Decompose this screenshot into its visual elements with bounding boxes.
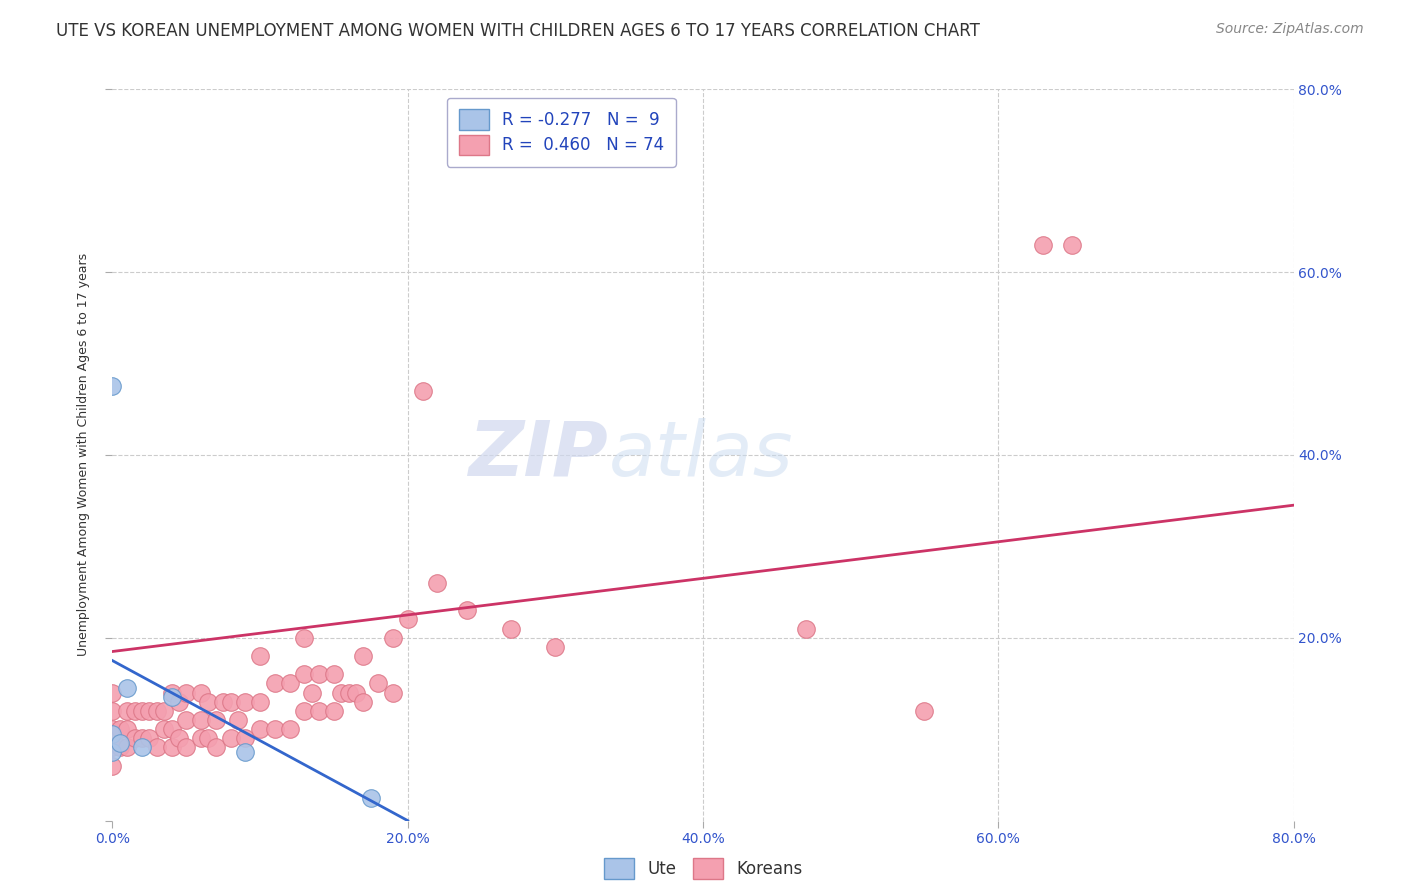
Text: Source: ZipAtlas.com: Source: ZipAtlas.com bbox=[1216, 22, 1364, 37]
Legend: Ute, Koreans: Ute, Koreans bbox=[598, 852, 808, 886]
Point bbox=[174, 685, 197, 699]
Point bbox=[544, 640, 567, 654]
Point bbox=[160, 740, 183, 755]
Point bbox=[292, 704, 315, 718]
Point bbox=[101, 740, 124, 755]
Point bbox=[352, 695, 374, 709]
Point bbox=[501, 622, 523, 636]
Point bbox=[117, 740, 138, 755]
Point bbox=[1032, 237, 1054, 252]
Point bbox=[323, 704, 346, 718]
Point bbox=[131, 740, 153, 755]
Point bbox=[101, 727, 124, 741]
Point bbox=[796, 622, 818, 636]
Point bbox=[344, 685, 367, 699]
Point bbox=[264, 676, 287, 690]
Point bbox=[264, 723, 287, 737]
Point bbox=[131, 704, 153, 718]
Y-axis label: Unemployment Among Women with Children Ages 6 to 17 years: Unemployment Among Women with Children A… bbox=[76, 253, 90, 657]
Point bbox=[292, 631, 315, 645]
Point bbox=[249, 723, 271, 737]
Point bbox=[233, 695, 256, 709]
Point bbox=[219, 731, 242, 746]
Point bbox=[197, 731, 219, 746]
Point bbox=[456, 603, 478, 617]
Point bbox=[138, 704, 160, 718]
Point bbox=[360, 790, 382, 805]
Text: ZIP: ZIP bbox=[468, 418, 609, 491]
Point bbox=[205, 713, 228, 727]
Point bbox=[153, 723, 176, 737]
Point bbox=[212, 695, 235, 709]
Point bbox=[124, 731, 146, 746]
Point bbox=[174, 713, 197, 727]
Point bbox=[101, 758, 124, 772]
Point bbox=[124, 704, 146, 718]
Point bbox=[160, 690, 183, 705]
Point bbox=[160, 723, 183, 737]
Point bbox=[190, 731, 212, 746]
Point bbox=[131, 731, 153, 746]
Point bbox=[146, 740, 169, 755]
Point bbox=[308, 704, 330, 718]
Text: UTE VS KOREAN UNEMPLOYMENT AMONG WOMEN WITH CHILDREN AGES 6 TO 17 YEARS CORRELAT: UTE VS KOREAN UNEMPLOYMENT AMONG WOMEN W… bbox=[56, 22, 980, 40]
Point bbox=[382, 685, 405, 699]
Point bbox=[101, 723, 124, 737]
Point bbox=[197, 695, 219, 709]
Point bbox=[337, 685, 360, 699]
Point bbox=[205, 740, 228, 755]
Point bbox=[101, 685, 124, 699]
Point bbox=[330, 685, 353, 699]
Point bbox=[411, 384, 433, 398]
Point bbox=[108, 740, 131, 755]
Point bbox=[117, 723, 138, 737]
Point bbox=[190, 713, 212, 727]
Point bbox=[117, 704, 138, 718]
Point bbox=[101, 745, 124, 759]
Point bbox=[323, 667, 346, 681]
Point bbox=[117, 681, 138, 695]
Point bbox=[426, 576, 449, 591]
Point bbox=[138, 731, 160, 746]
Point bbox=[396, 613, 419, 627]
Point bbox=[108, 736, 131, 750]
Point bbox=[160, 685, 183, 699]
Point bbox=[108, 723, 131, 737]
Point bbox=[190, 685, 212, 699]
Point bbox=[101, 704, 124, 718]
Point bbox=[219, 695, 242, 709]
Point bbox=[167, 695, 190, 709]
Point bbox=[308, 667, 330, 681]
Point bbox=[292, 667, 315, 681]
Point bbox=[174, 740, 197, 755]
Point bbox=[233, 731, 256, 746]
Point bbox=[367, 676, 389, 690]
Point bbox=[1062, 237, 1084, 252]
Point bbox=[167, 731, 190, 746]
Point bbox=[249, 695, 271, 709]
Point bbox=[278, 723, 301, 737]
Point bbox=[249, 649, 271, 664]
Point bbox=[914, 704, 936, 718]
Point bbox=[278, 676, 301, 690]
Point bbox=[101, 379, 124, 393]
Point bbox=[146, 704, 169, 718]
Text: atlas: atlas bbox=[609, 418, 793, 491]
Point bbox=[301, 685, 323, 699]
Point bbox=[382, 631, 405, 645]
Point bbox=[352, 649, 374, 664]
Point bbox=[153, 704, 176, 718]
Point bbox=[233, 745, 256, 759]
Point bbox=[226, 713, 249, 727]
